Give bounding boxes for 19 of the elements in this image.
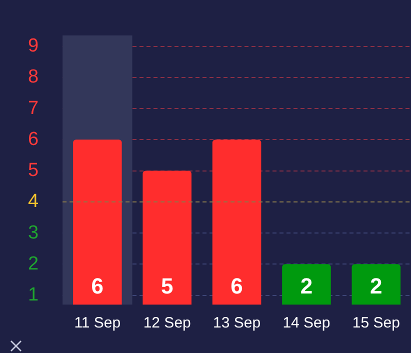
y-tick-label: 4: [28, 191, 39, 212]
y-tick-label: 9: [28, 36, 39, 57]
data-label: 2: [300, 274, 313, 299]
y-tick-label: 2: [28, 253, 39, 274]
y-tick-label: 3: [28, 222, 39, 244]
y-tick-label: 7: [28, 98, 39, 119]
data-label: 6: [91, 274, 104, 299]
x-tick-label: 12 Sep: [143, 314, 191, 332]
y-tick-label: 6: [28, 128, 39, 150]
y-tick-label: 1: [28, 284, 39, 306]
x-tick-label: 11 Sep: [74, 314, 121, 332]
data-label: 6: [230, 274, 243, 299]
x-tick-label: 15 Sep: [352, 314, 400, 332]
data-label: 2: [370, 274, 382, 299]
x-tick-label: 14 Sep: [282, 314, 330, 332]
y-tick-label: 8: [28, 66, 39, 88]
y-tick-label: 5: [28, 160, 39, 182]
data-label: 5: [160, 274, 174, 299]
x-tick-label: 13 Sep: [213, 314, 261, 332]
